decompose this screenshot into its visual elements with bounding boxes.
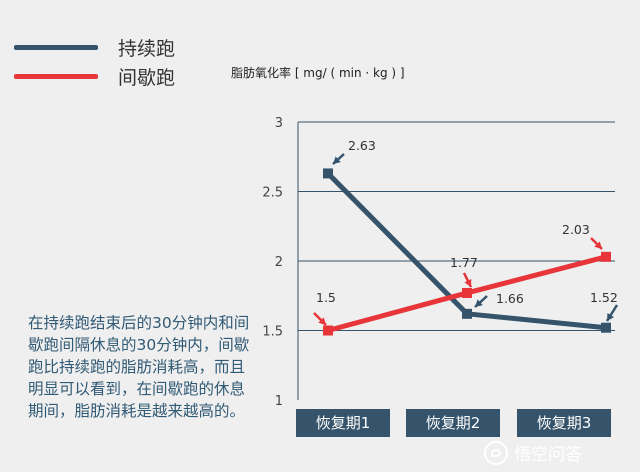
- category-box: [406, 409, 500, 437]
- category-label: 恢复期2: [426, 414, 481, 432]
- label-arrowhead: [594, 241, 602, 249]
- data-label: 1.52: [590, 290, 618, 305]
- category-box: [296, 409, 390, 437]
- annotation-text: 在持续跑结束后的30分钟内和间歇跑间隔休息的30分钟内，间歇跑比持续跑的脂肪消耗…: [28, 314, 250, 420]
- legend-label-continuous-run: 持续跑: [118, 38, 176, 60]
- label-arrowhead: [475, 299, 483, 307]
- x-axis-categories: 恢复期1 恢复期2 恢复期3: [296, 409, 611, 437]
- legend-item-continuous-run: 持续跑: [14, 34, 175, 61]
- watermark-text: 悟空问答: [514, 445, 582, 465]
- data-label-arrows: [313, 153, 619, 326]
- data-label: 1.5: [316, 290, 336, 305]
- legend-swatch-interval-run: [14, 74, 98, 79]
- data-point-marker: [601, 322, 611, 333]
- grid-lines: [297, 121, 615, 400]
- series-lines: [323, 168, 611, 336]
- y-tick-label: 2: [275, 255, 283, 270]
- data-point-marker: [462, 287, 472, 298]
- y-tick-label: 2.5: [262, 186, 283, 201]
- label-arrowhead: [464, 279, 472, 287]
- legend-label-interval-run: 间歇跑: [118, 67, 176, 89]
- y-axis-ticks: 1 1.5 2 2.5 3: [262, 116, 283, 409]
- label-arrowhead: [607, 313, 614, 321]
- data-label: 2.03: [562, 222, 590, 237]
- data-point-marker: [462, 308, 472, 319]
- y-axis-unit-label: 脂肪氧化率 [ mg/ ( min · kg ) ]: [231, 66, 405, 80]
- series-line: [326, 171, 607, 331]
- category-label: 恢复期3: [537, 414, 592, 432]
- y-tick-label: 1.5: [262, 325, 283, 340]
- label-arrowhead: [333, 156, 341, 164]
- y-tick-label: 1: [275, 394, 283, 409]
- legend-item-interval-run: 间歇跑: [14, 63, 175, 90]
- legend-swatch-continuous-run: [14, 45, 98, 50]
- data-label: 1.77: [450, 255, 478, 270]
- data-point-marker: [601, 251, 611, 262]
- data-label: 2.63: [348, 138, 376, 153]
- data-point-marker: [323, 168, 333, 179]
- data-labels: 2.63 1.66 1.52 1.5 1.77 2.03: [316, 138, 618, 306]
- category-label: 恢复期1: [316, 414, 371, 432]
- category-box: [517, 409, 611, 437]
- y-tick-label: 3: [275, 116, 283, 131]
- label-arrowhead: [318, 317, 326, 325]
- watermark: 悟空问答: [484, 440, 582, 465]
- watermark-logo-icon: [484, 440, 508, 465]
- data-point-marker: [323, 325, 333, 336]
- data-label: 1.66: [496, 291, 524, 306]
